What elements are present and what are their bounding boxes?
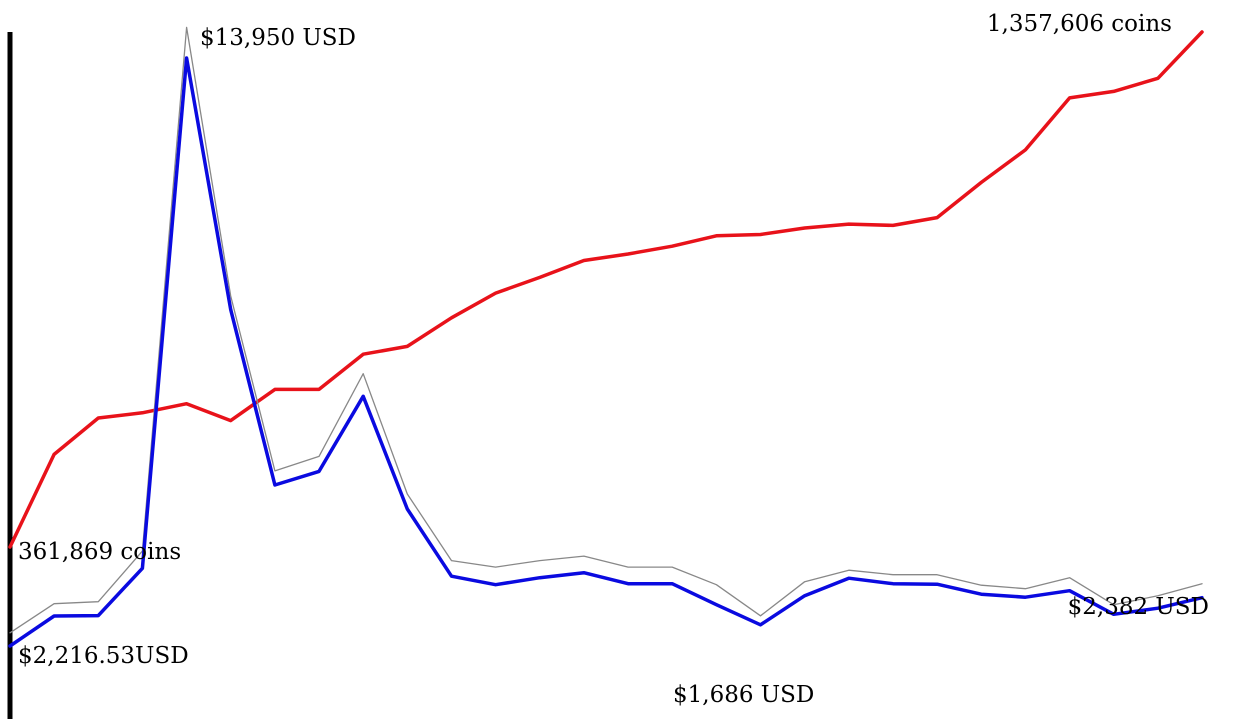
coins-end-label: 1,357,606 coins (987, 11, 1172, 37)
series-line-coins (8, 30, 1204, 549)
usd-peak-label: $13,950 USD (200, 25, 356, 51)
usd-end-label: $2,382 USD (1068, 594, 1209, 620)
usd-start-label: $2,216.53USD (18, 643, 189, 669)
coins-start-label: 361,869 coins (18, 539, 181, 565)
series-layer (8, 26, 1204, 648)
series-line-usd (8, 56, 1204, 648)
usd-min-label: $1,686 USD (673, 682, 814, 708)
series-line-usd-shadow (9, 26, 1203, 634)
